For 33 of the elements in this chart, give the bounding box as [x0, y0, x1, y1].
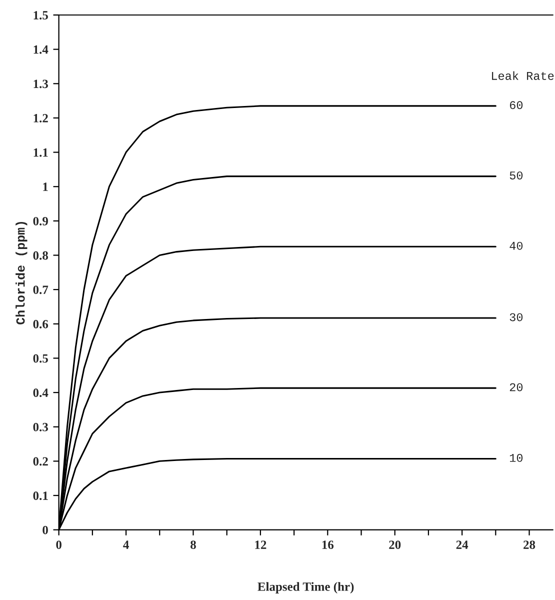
y-tick-label: 1.5	[34, 11, 48, 20]
y-tick-label: 0	[42, 526, 48, 534]
y-tick-label: 1.4	[34, 45, 48, 54]
y-tick-label: 1.3	[34, 80, 48, 88]
y-tick-label: 0.4	[33, 388, 48, 398]
x-tick-label: 4	[123, 540, 129, 549]
series-label: 50	[510, 171, 523, 180]
y-tick-label: 1.2	[34, 114, 48, 122]
y-tick-label: 0.7	[33, 286, 48, 294]
x-axis-title: Elapsed Time (hr)	[258, 582, 354, 594]
series-label: 60	[510, 101, 523, 110]
y-tick-label: 1	[43, 182, 48, 191]
y-tick-label: 0.5	[33, 354, 48, 363]
series-label: 20	[510, 383, 523, 392]
annotation: Leak Rate	[492, 71, 554, 80]
series-label: 40	[510, 242, 523, 250]
y-tick-label: 0.9	[33, 216, 48, 226]
y-tick-label: 0.3	[33, 422, 48, 432]
y-axis-title: Chloride (ppm)	[16, 222, 28, 324]
x-tick-label: 16	[322, 540, 334, 550]
x-tick-label: 24	[456, 540, 468, 549]
series-label: 10	[510, 454, 523, 462]
x-tick-label: 8	[190, 540, 196, 550]
y-tick-label: 1.1	[34, 148, 48, 157]
y-tick-label: 0.1	[33, 492, 48, 500]
y-tick-label: 0.8	[33, 251, 48, 260]
x-tick-label: 28	[524, 540, 536, 550]
x-tick-label: 20	[389, 540, 401, 550]
y-tick-label: 0.2	[33, 457, 48, 466]
y-tick-label: 0.6	[33, 320, 48, 328]
x-tick-label: 12	[255, 540, 266, 549]
x-tick-label: 0	[56, 540, 62, 550]
series-label: 30	[510, 313, 523, 322]
